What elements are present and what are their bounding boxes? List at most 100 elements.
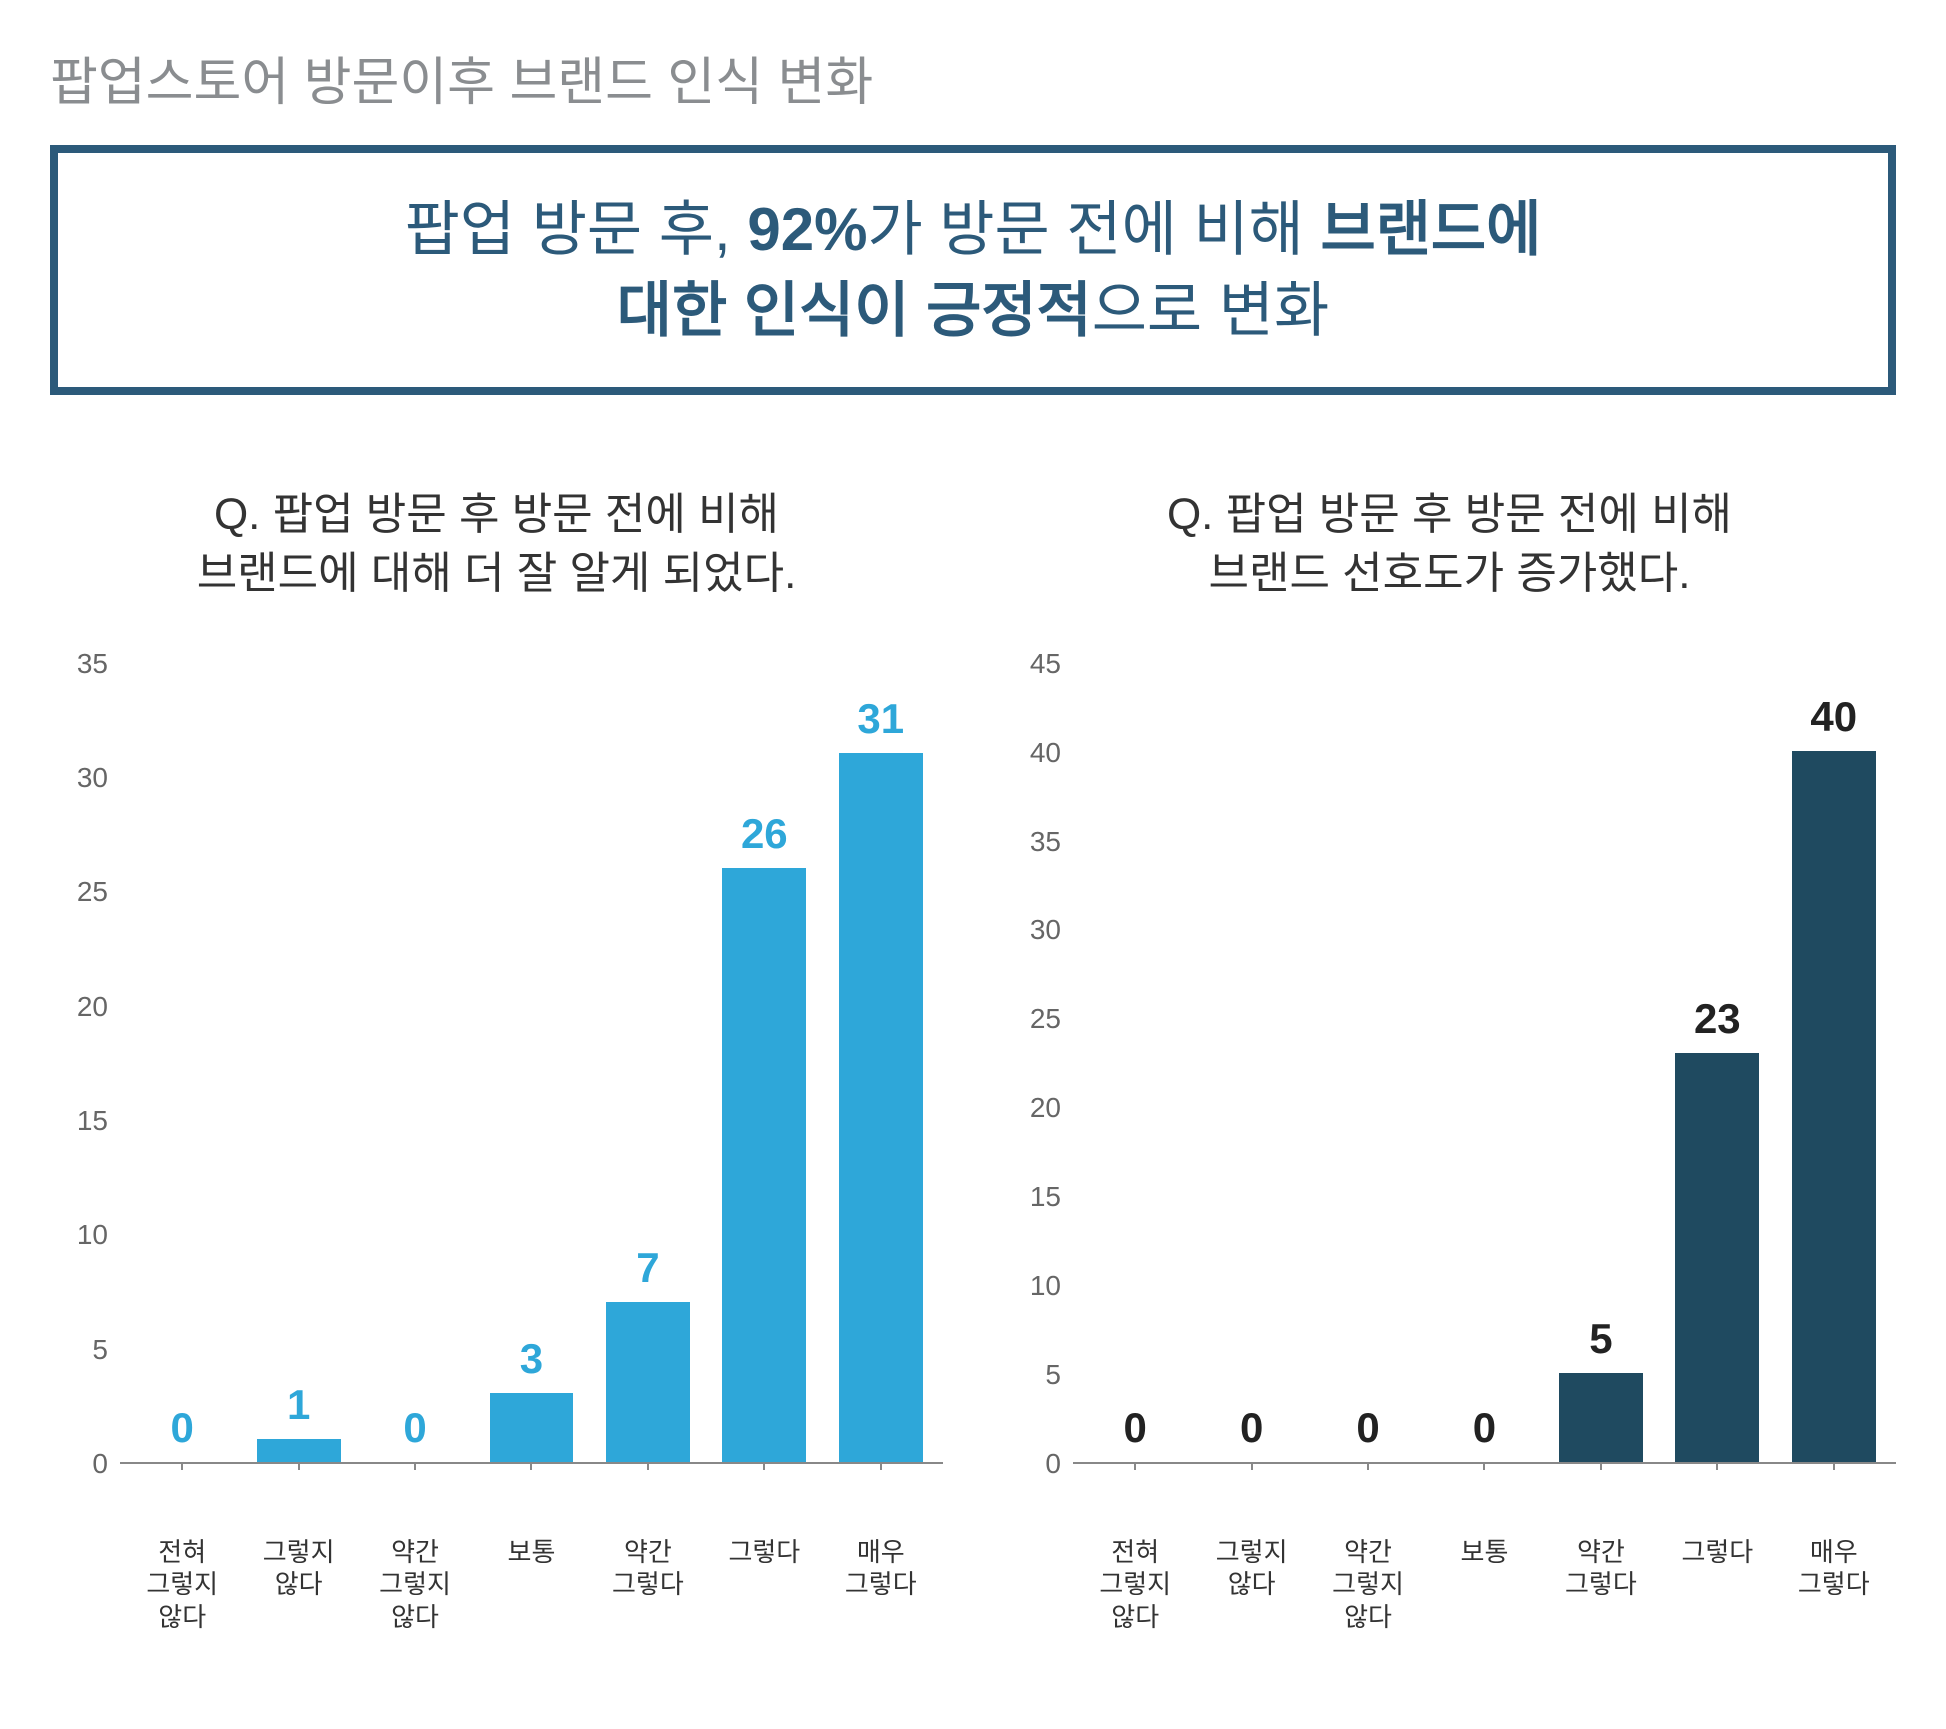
x-axis-label: 그렇지 않다 xyxy=(240,1536,356,1634)
chart-left-q-line2: 브랜드에 대해 더 잘 알게 되었다. xyxy=(197,549,797,598)
y-tick: 0 xyxy=(1045,1448,1061,1480)
x-axis-label: 매우 그렇다 xyxy=(823,1536,939,1634)
chart-left-bars: 0 1 0 37 26 31 xyxy=(120,664,943,1462)
chart-left-question: Q. 팝업 방문 후 방문 전에 비해 브랜드에 대해 더 잘 알게 되었다. xyxy=(50,485,943,604)
x-tick-mark xyxy=(763,1462,765,1470)
headline-part5: 대한 인식이 긍정적 xyxy=(617,277,1092,344)
y-tick: 10 xyxy=(1030,1270,1061,1302)
bar-slot: 0 xyxy=(1077,664,1193,1462)
x-tick-mark xyxy=(1367,1462,1369,1470)
chart-left-xlabels: 전혀 그렇지 않다그렇지 않다약간 그렇지 않다보통약간 그렇다그렇다매우 그렇… xyxy=(120,1536,943,1634)
bar-value-label: 1 xyxy=(287,1381,310,1429)
bar-slot: 1 xyxy=(240,664,356,1462)
chart-left-plot: 0 1 0 37 26 31 xyxy=(120,664,943,1464)
x-axis-label: 그렇지 않다 xyxy=(1193,1536,1309,1634)
bar-value-label: 0 xyxy=(1240,1404,1263,1452)
chart-panel-right: Q. 팝업 방문 후 방문 전에 비해 브랜드 선호도가 증가했다. 05101… xyxy=(1003,485,1896,1633)
headline-part1: 팝업 방문 후, xyxy=(405,196,748,263)
chart-panel-left: Q. 팝업 방문 후 방문 전에 비해 브랜드에 대해 더 잘 알게 되었다. … xyxy=(50,485,943,1633)
y-tick: 5 xyxy=(1045,1359,1061,1391)
chart-left-yaxis: 05101520253035 xyxy=(50,664,120,1464)
bar-value-label: 23 xyxy=(1694,995,1741,1043)
headline-part3: 가 방문 전에 비해 xyxy=(867,196,1320,263)
x-axis-label: 약간 그렇다 xyxy=(590,1536,706,1634)
y-tick: 30 xyxy=(1030,914,1061,946)
x-tick-mark xyxy=(530,1462,532,1470)
y-tick: 30 xyxy=(77,762,108,794)
bar-rect xyxy=(1675,1053,1759,1462)
bar-value-label: 0 xyxy=(171,1404,194,1452)
y-tick: 40 xyxy=(1030,737,1061,769)
bar-slot: 26 xyxy=(706,664,822,1462)
bar-value-label: 0 xyxy=(403,1404,426,1452)
x-axis-label: 그렇다 xyxy=(1659,1536,1775,1634)
x-tick-mark xyxy=(414,1462,416,1470)
x-axis-label: 보통 xyxy=(1426,1536,1542,1634)
charts-row: Q. 팝업 방문 후 방문 전에 비해 브랜드에 대해 더 잘 알게 되었다. … xyxy=(50,485,1896,1633)
bar-rect xyxy=(606,1302,690,1462)
x-axis-label: 매우 그렇다 xyxy=(1776,1536,1892,1634)
chart-left-area: 05101520253035 010372631 xyxy=(50,664,943,1524)
bar-slot: 3 xyxy=(473,664,589,1462)
x-tick-mark xyxy=(1483,1462,1485,1470)
chart-right-xlabels: 전혀 그렇지 않다그렇지 않다약간 그렇지 않다보통약간 그렇다그렇다매우 그렇… xyxy=(1073,1536,1896,1634)
chart-right-q-line2: 브랜드 선호도가 증가했다. xyxy=(1209,549,1691,598)
x-tick-mark xyxy=(1134,1462,1136,1470)
headline-line2: 대한 인식이 긍정적으로 변화 xyxy=(98,270,1848,351)
bar-value-label: 0 xyxy=(1473,1404,1496,1452)
bar-slot: 0 xyxy=(124,664,240,1462)
bar-rect xyxy=(722,868,806,1462)
bar-value-label: 26 xyxy=(741,810,788,858)
bar-rect xyxy=(257,1439,341,1462)
bar-value-label: 3 xyxy=(520,1335,543,1383)
y-tick: 20 xyxy=(77,991,108,1023)
bar-rect xyxy=(839,753,923,1462)
bar-rect xyxy=(1792,751,1876,1462)
y-tick: 45 xyxy=(1030,648,1061,680)
chart-right-yaxis: 051015202530354045 xyxy=(1003,664,1073,1464)
y-tick: 25 xyxy=(77,876,108,908)
bar-slot: 31 xyxy=(823,664,939,1462)
chart-left-q-line1: Q. 팝업 방문 후 방문 전에 비해 xyxy=(214,490,779,539)
bar-rect xyxy=(490,1393,574,1462)
bar-value-label: 0 xyxy=(1124,1404,1147,1452)
x-tick-mark xyxy=(298,1462,300,1470)
bar-slot: 5 xyxy=(1543,664,1659,1462)
y-tick: 5 xyxy=(92,1334,108,1366)
y-tick: 35 xyxy=(1030,826,1061,858)
y-tick: 35 xyxy=(77,648,108,680)
chart-right-area: 051015202530354045 000052340 xyxy=(1003,664,1896,1524)
y-tick: 20 xyxy=(1030,1092,1061,1124)
bar-slot: 0 xyxy=(357,664,473,1462)
bar-value-label: 5 xyxy=(1589,1315,1612,1363)
x-tick-mark xyxy=(181,1462,183,1470)
x-axis-label: 약간 그렇다 xyxy=(1543,1536,1659,1634)
headline-line1: 팝업 방문 후, 92%가 방문 전에 비해 브랜드에 xyxy=(98,189,1848,270)
bar-value-label: 0 xyxy=(1356,1404,1379,1452)
y-tick: 25 xyxy=(1030,1003,1061,1035)
x-tick-mark xyxy=(1600,1462,1602,1470)
chart-right-bars: 0 0 0 0 5 23 40 xyxy=(1073,664,1896,1462)
chart-right-q-line1: Q. 팝업 방문 후 방문 전에 비해 xyxy=(1167,490,1732,539)
headline-part4: 브랜드에 xyxy=(1321,196,1542,263)
bar-slot: 0 xyxy=(1426,664,1542,1462)
y-tick: 0 xyxy=(92,1448,108,1480)
x-axis-label: 약간 그렇지 않다 xyxy=(357,1536,473,1634)
x-tick-mark xyxy=(880,1462,882,1470)
bar-value-label: 40 xyxy=(1810,693,1857,741)
x-axis-label: 약간 그렇지 않다 xyxy=(1310,1536,1426,1634)
bar-slot: 7 xyxy=(590,664,706,1462)
bar-value-label: 31 xyxy=(857,695,904,743)
y-tick: 10 xyxy=(77,1219,108,1251)
bar-slot: 23 xyxy=(1659,664,1775,1462)
x-axis-label: 전혀 그렇지 않다 xyxy=(124,1536,240,1634)
x-tick-mark xyxy=(1833,1462,1835,1470)
page-title: 팝업스토어 방문이후 브랜드 인식 변화 xyxy=(50,40,1896,115)
x-axis-label: 보통 xyxy=(473,1536,589,1634)
bar-slot: 40 xyxy=(1776,664,1892,1462)
y-tick: 15 xyxy=(77,1105,108,1137)
x-tick-mark xyxy=(1251,1462,1253,1470)
bar-slot: 0 xyxy=(1193,664,1309,1462)
x-tick-mark xyxy=(647,1462,649,1470)
chart-right-question: Q. 팝업 방문 후 방문 전에 비해 브랜드 선호도가 증가했다. xyxy=(1003,485,1896,604)
